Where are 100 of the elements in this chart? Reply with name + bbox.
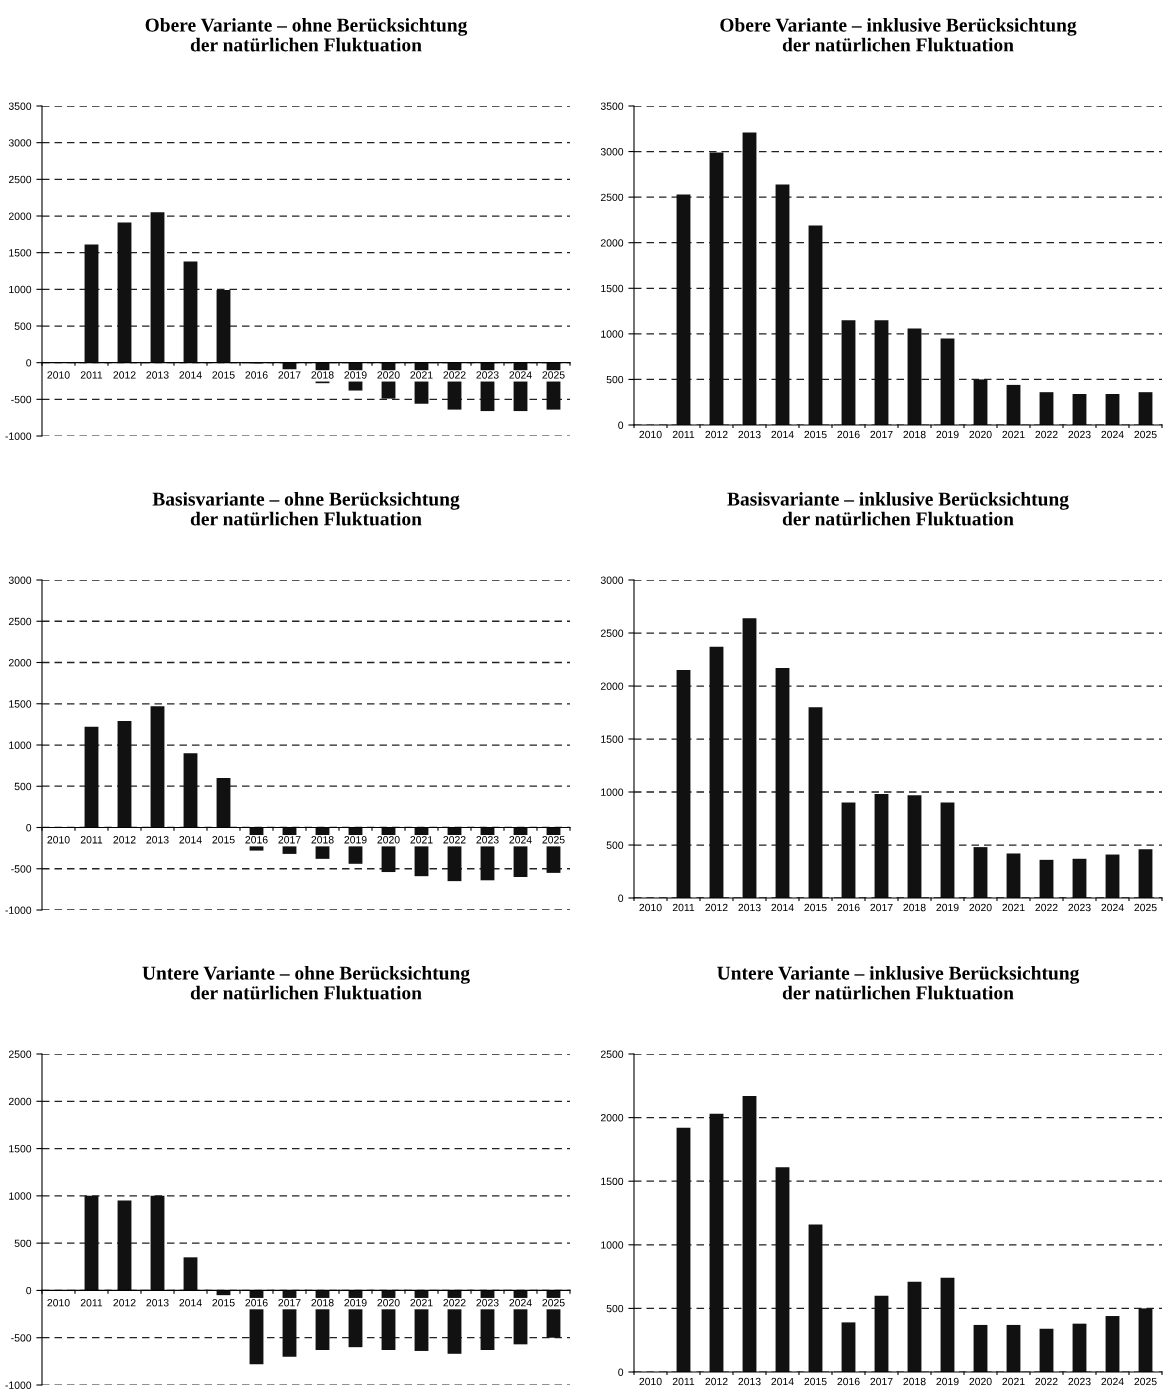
bar	[841, 1322, 856, 1372]
bar	[808, 707, 823, 898]
bar	[1138, 849, 1153, 898]
x-tick-label: 2017	[278, 371, 301, 379]
y-tick-label: 2500	[8, 617, 32, 626]
x-tick-label: 2014	[179, 1299, 202, 1307]
x-tick-label: 2017	[870, 903, 893, 912]
x-tick-label: 2023	[1068, 430, 1091, 439]
x-tick-label: 2019	[344, 371, 367, 379]
x-tick-label: 2018	[311, 1299, 334, 1307]
bar	[775, 184, 790, 425]
bar	[940, 338, 955, 425]
y-tick-label: 1000	[601, 1241, 624, 1249]
bar	[709, 152, 724, 425]
bar	[808, 225, 823, 425]
x-tick-label: 2024	[1101, 1377, 1124, 1386]
x-tick-label: 2015	[212, 371, 235, 379]
x-tick-label: 2020	[969, 903, 992, 912]
y-tick-label: 1000	[9, 285, 32, 294]
x-tick-label: 2020	[377, 1299, 400, 1307]
x-tick-label: 2019	[936, 903, 959, 912]
x-tick-label: 2011	[80, 371, 103, 379]
y-tick-label: 1000	[601, 788, 624, 796]
y-tick-label: -500	[11, 865, 32, 873]
x-tick-label: 2014	[179, 371, 202, 379]
y-tick-label: 0	[618, 1368, 624, 1376]
bar	[841, 320, 856, 425]
x-tick-label: 2023	[476, 1299, 499, 1307]
x-tick-label: 2012	[705, 430, 728, 439]
x-tick-label: 2016	[837, 430, 860, 439]
x-tick-label: 2020	[969, 1377, 992, 1386]
bar	[676, 1127, 691, 1372]
y-tick-label: 500	[606, 375, 624, 384]
bar	[874, 1295, 889, 1372]
bar	[808, 1224, 823, 1372]
bar	[907, 1281, 922, 1372]
y-tick-label: -1000	[5, 906, 32, 914]
chart-title: Basisvariante – ohne Berücksichtung der natürlichen Fluktuation	[152, 492, 460, 526]
y-tick-label: 3000	[600, 148, 624, 156]
x-tick-label: 2023	[1068, 1377, 1091, 1386]
bar	[1006, 853, 1021, 898]
x-tick-label: 2016	[245, 836, 268, 844]
bar	[150, 706, 165, 828]
x-tick-label: 2018	[903, 430, 926, 439]
x-tick-label: 2021	[1002, 1377, 1025, 1386]
bar	[973, 847, 988, 898]
y-tick-label: 0	[26, 1286, 32, 1295]
bar	[117, 1200, 132, 1291]
x-tick-label: 2024	[1101, 903, 1124, 912]
bar	[676, 670, 691, 898]
y-tick-label: 0	[26, 824, 32, 832]
x-tick-label: 2021	[410, 836, 433, 844]
x-tick-label: 2024	[509, 836, 532, 844]
y-tick-label: 2000	[8, 212, 32, 220]
x-tick-label: 2021	[410, 1299, 433, 1307]
x-tick-label: 2012	[113, 836, 136, 844]
bar	[1039, 859, 1054, 898]
x-tick-label: 2022	[443, 1299, 466, 1307]
bar	[183, 1257, 198, 1291]
bar	[973, 1324, 988, 1372]
y-tick-label: 2000	[8, 659, 32, 667]
x-tick-label: 2024	[509, 1299, 532, 1307]
x-tick-label: 2013	[146, 371, 169, 379]
bar	[1072, 394, 1087, 425]
x-tick-label: 2024	[509, 371, 532, 379]
y-tick-label: 1500	[9, 700, 32, 708]
x-tick-label: 2021	[410, 371, 433, 379]
x-tick-label: 2010	[47, 371, 70, 379]
x-tick-label: 2012	[113, 1299, 136, 1307]
x-tick-label: 2023	[1068, 903, 1091, 912]
x-tick-label: 2023	[476, 371, 499, 379]
x-tick-label: 2019	[936, 1377, 959, 1386]
y-tick-label: 2500	[8, 175, 32, 184]
bar	[1006, 1324, 1021, 1372]
x-tick-label: 2024	[1101, 430, 1124, 439]
x-tick-label: 2021	[1002, 430, 1025, 439]
x-tick-label: 2019	[936, 430, 959, 439]
x-tick-label: 2022	[1035, 430, 1058, 439]
y-tick-label: 1000	[9, 741, 32, 749]
bar	[709, 646, 724, 898]
x-tick-label: 2012	[113, 371, 136, 379]
x-tick-label: 2025	[542, 1299, 565, 1307]
x-tick-label: 2011	[80, 1299, 103, 1307]
bar	[183, 261, 198, 363]
y-tick-label: 0	[618, 421, 624, 429]
x-tick-label: 2010	[47, 836, 70, 844]
x-tick-label: 2010	[47, 1299, 70, 1307]
x-tick-label: 2018	[311, 371, 334, 379]
bar	[874, 320, 889, 425]
x-tick-label: 2014	[771, 430, 794, 439]
bar	[742, 132, 757, 425]
y-tick-label: 500	[14, 322, 32, 330]
x-tick-label: 2022	[443, 371, 466, 379]
y-tick-label: 500	[14, 782, 32, 791]
chart-title: Untere Variante – inklusive Berücksichtung der natürlichen Fluktuation	[717, 966, 1080, 1000]
bar	[1072, 1323, 1087, 1372]
chart-title: Obere Variante – inklusive Berücksichtung der natürlichen Fluktuation	[720, 18, 1077, 52]
x-tick-label: 2010	[639, 430, 662, 439]
x-tick-label: 2015	[804, 903, 827, 912]
x-tick-label: 2016	[837, 1377, 860, 1386]
